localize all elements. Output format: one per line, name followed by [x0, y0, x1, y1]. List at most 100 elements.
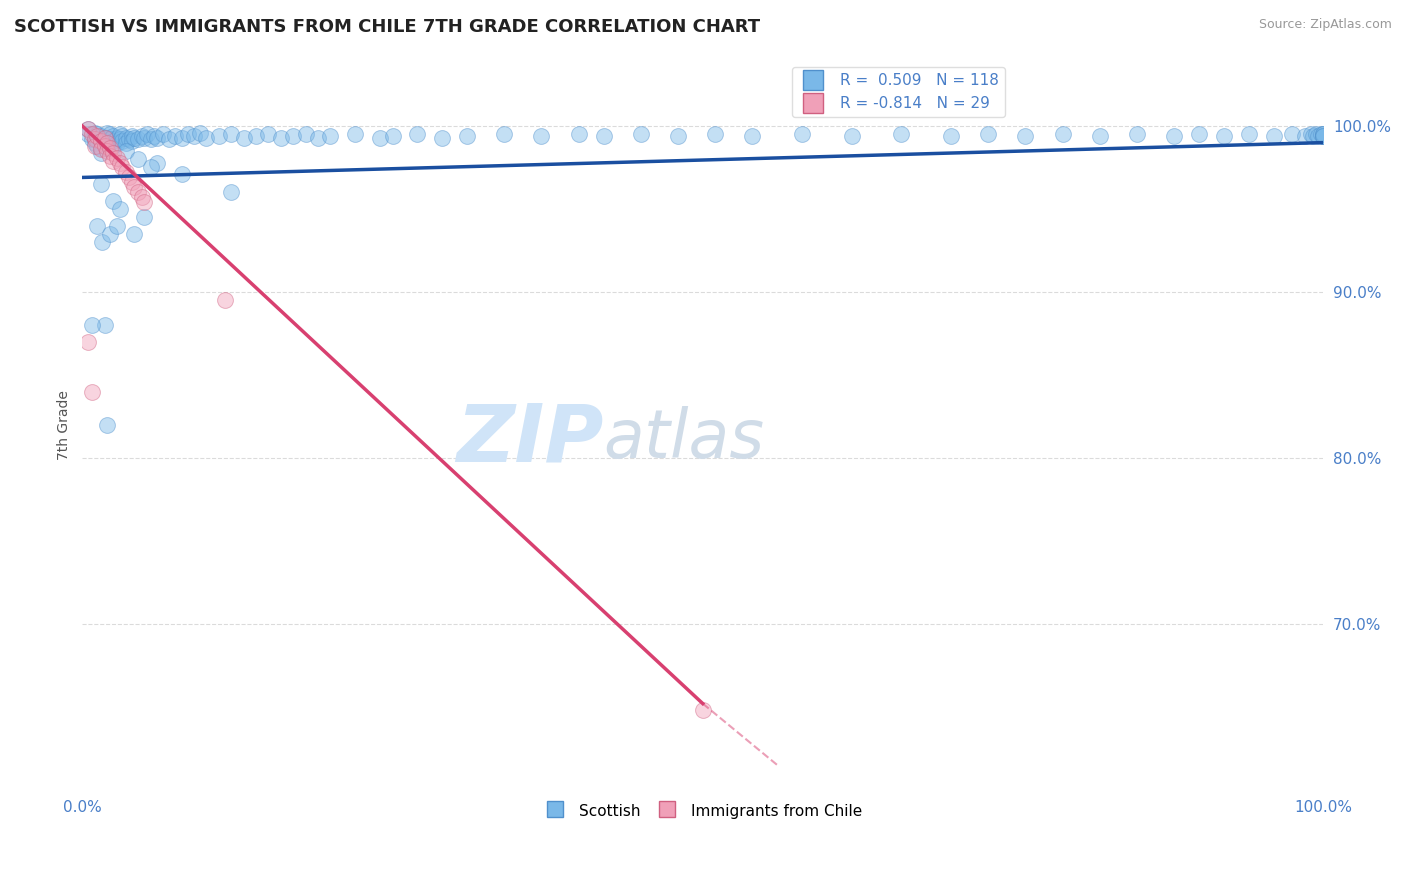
Text: ZIP: ZIP [456, 401, 603, 478]
Point [139, 132, 162, 146]
Point [232, 130, 254, 145]
Text: atlas: atlas [603, 407, 765, 473]
Point [344, 128, 367, 142]
Point [108, 132, 131, 146]
Point [430, 130, 453, 145]
Y-axis label: 7th Grade: 7th Grade [58, 390, 72, 459]
Point [83, 136, 105, 150]
Point [108, 128, 131, 142]
Point [93, 130, 115, 145]
Point [214, 293, 236, 308]
Point [93, 139, 115, 153]
Point [1237, 128, 1260, 142]
Point [127, 186, 149, 200]
Point [741, 128, 763, 143]
Point [105, 136, 128, 150]
Point [82, 384, 104, 399]
Point [83, 130, 105, 145]
Point [841, 128, 863, 143]
Point [1088, 128, 1111, 143]
Point [90, 134, 112, 148]
Point [1308, 128, 1330, 143]
Point [1299, 128, 1322, 142]
Point [82, 132, 104, 146]
Point [103, 153, 125, 168]
Point [456, 128, 478, 143]
Point [111, 134, 134, 148]
Point [91, 235, 114, 249]
Point [143, 128, 166, 143]
Point [96, 417, 118, 432]
Point [105, 151, 128, 165]
Point [77, 122, 100, 136]
Point [134, 130, 156, 145]
Point [177, 128, 200, 142]
Point [135, 128, 157, 142]
Point [90, 128, 112, 143]
Point [145, 130, 167, 145]
Point [77, 128, 100, 142]
Point [1163, 128, 1185, 143]
Point [118, 132, 141, 146]
Point [188, 126, 211, 140]
Point [1188, 128, 1211, 142]
Point [90, 142, 112, 156]
Point [77, 334, 100, 349]
Point [692, 703, 714, 717]
Point [195, 130, 218, 145]
Point [93, 130, 115, 145]
Point [1302, 128, 1324, 143]
Point [1312, 128, 1334, 143]
Point [121, 176, 143, 190]
Point [1052, 128, 1074, 142]
Point [134, 195, 156, 210]
Legend: Scottish, Immigrants from Chile: Scottish, Immigrants from Chile [537, 796, 868, 826]
Point [1312, 128, 1334, 142]
Point [294, 128, 316, 142]
Point [219, 128, 242, 142]
Point [1126, 128, 1149, 142]
Point [98, 128, 121, 142]
Point [108, 202, 131, 216]
Point [105, 130, 128, 145]
Point [1309, 128, 1331, 142]
Point [1312, 128, 1334, 143]
Point [1305, 128, 1327, 142]
Point [114, 165, 136, 179]
Point [1014, 128, 1036, 143]
Point [127, 152, 149, 166]
Point [124, 227, 146, 241]
Point [96, 144, 118, 158]
Point [530, 128, 553, 143]
Point [157, 132, 180, 146]
Point [118, 170, 141, 185]
Point [105, 219, 128, 233]
Point [307, 130, 329, 145]
Point [131, 190, 153, 204]
Point [170, 167, 193, 181]
Point [98, 227, 121, 241]
Point [86, 128, 108, 143]
Point [114, 144, 136, 158]
Point [406, 128, 429, 142]
Point [208, 128, 231, 143]
Point [93, 137, 115, 152]
Point [145, 155, 167, 169]
Point [219, 186, 242, 200]
Point [592, 128, 614, 143]
Point [111, 161, 134, 175]
Point [245, 128, 267, 143]
Point [98, 149, 121, 163]
Point [86, 128, 108, 142]
Point [790, 128, 813, 142]
Point [131, 128, 153, 143]
Point [103, 134, 125, 148]
Point [114, 136, 136, 150]
Point [1213, 128, 1236, 143]
Point [111, 128, 134, 143]
Point [103, 139, 125, 153]
Point [90, 140, 112, 154]
Point [121, 134, 143, 148]
Point [108, 155, 131, 169]
Point [704, 128, 727, 142]
